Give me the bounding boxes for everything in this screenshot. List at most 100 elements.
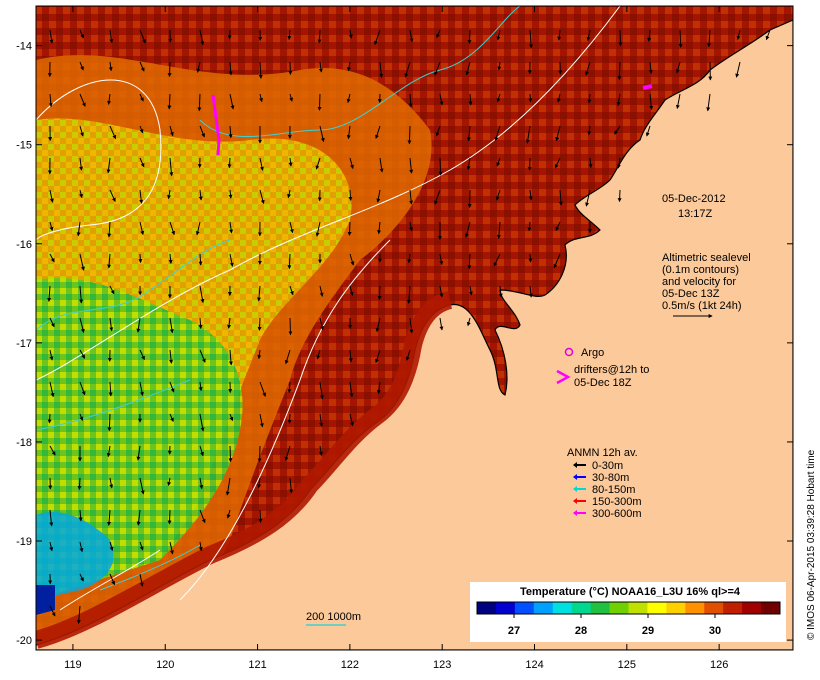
velocity-arrow <box>169 381 175 393</box>
velocity-arrow <box>199 285 205 304</box>
velocity-arrow <box>678 29 683 48</box>
anmn-arrowhead-icon <box>573 510 577 516</box>
velocity-arrow <box>227 157 232 169</box>
velocity-arrow <box>586 29 591 42</box>
colorbar-swatch <box>590 602 611 614</box>
velocity-arrow <box>257 317 262 331</box>
velocity-arrow <box>616 157 621 169</box>
velocity-arrow <box>317 29 322 44</box>
velocity-arrow <box>229 253 234 267</box>
anmn-arrowhead-icon <box>573 474 577 480</box>
velocity-arrow <box>107 221 112 238</box>
velocity-arrow <box>319 285 324 297</box>
velocity-arrow <box>497 61 502 71</box>
velocity-arrow <box>287 29 292 41</box>
velocity-arrow <box>79 541 84 553</box>
sst-cool-patch <box>36 511 114 600</box>
sst-green-band <box>36 278 243 600</box>
colorbar-swatch <box>628 602 648 614</box>
altimetry-legend: Altimetric sealevel (0.1m contours) and … <box>662 252 751 318</box>
velocity-arrow <box>465 61 471 76</box>
velocity-arrow <box>409 317 414 334</box>
velocity-arrow <box>284 349 291 365</box>
lon-tick-label: 122 <box>341 659 359 671</box>
velocity-arrow <box>525 125 531 144</box>
velocity-arrow <box>707 29 712 48</box>
velocity-arrow <box>468 285 473 296</box>
velocity-arrow <box>79 381 86 396</box>
velocity-arrow <box>434 61 441 76</box>
velocity-arrow <box>406 285 411 304</box>
lon-tick-label: 126 <box>710 659 728 671</box>
velocity-arrow <box>49 253 55 263</box>
velocity-arrow <box>289 93 294 102</box>
velocity-arrow <box>555 125 561 142</box>
velocity-arrow <box>79 253 85 271</box>
velocity-arrow <box>109 29 114 44</box>
velocity-arrow <box>556 93 561 103</box>
velocity-arrow <box>79 573 84 582</box>
velocity-arrow <box>557 29 562 41</box>
velocity-arrow <box>49 509 54 527</box>
velocity-arrow <box>49 317 55 328</box>
velocity-arrow <box>139 477 145 495</box>
drifters-line-2: 05-Dec 18Z <box>574 377 632 389</box>
lat-tick-label: -15 <box>16 140 32 152</box>
velocity-arrow <box>109 317 114 332</box>
velocity-arrow <box>108 61 113 72</box>
velocity-arrow <box>47 285 52 303</box>
altimetry-line-4: 05-Dec 13Z <box>662 288 720 300</box>
plot-border <box>35 5 794 651</box>
velocity-arrow <box>765 29 771 41</box>
velocity-arrow <box>257 477 262 489</box>
velocity-arrow <box>107 413 112 432</box>
velocity-arrow <box>349 157 354 170</box>
lat-tick-label: -16 <box>16 239 32 251</box>
velocity-arrow <box>198 253 203 266</box>
sealevel-contours <box>36 6 621 611</box>
depth-scale: 200 1000m <box>306 611 361 626</box>
velocity-arrow <box>49 605 56 617</box>
temperature-colorbar: Temperature (°C) NOAA16_L3U 16% ql>=4 27… <box>470 582 786 642</box>
velocity-arrow <box>379 61 384 79</box>
velocity-arrow <box>228 125 233 139</box>
colorbar-title: Temperature (°C) NOAA16_L3U 16% ql>=4 <box>520 586 741 598</box>
velocity-arrow <box>318 61 323 73</box>
velocity-arrow <box>346 125 351 140</box>
velocity-arrow <box>228 61 233 76</box>
colorbar-tick-label: 29 <box>642 625 654 637</box>
colorbar-frame <box>476 601 781 615</box>
velocity-arrow <box>349 253 355 266</box>
lat-tick-label: -14 <box>16 41 32 53</box>
velocity-arrow <box>527 221 532 232</box>
velocity-arrow <box>167 189 172 200</box>
velocity-arrow <box>529 29 534 49</box>
velocity-arrow <box>199 509 206 524</box>
argo-label: Argo <box>581 347 604 359</box>
velocity-arrow <box>287 189 292 199</box>
velocity-arrow <box>496 93 501 103</box>
velocity-arrow <box>409 157 414 174</box>
velocity-arrow <box>528 93 533 103</box>
velocity-arrow <box>315 221 321 237</box>
velocity-arrow <box>167 509 172 525</box>
velocity-arrow <box>109 477 114 489</box>
velocity-arrow <box>199 477 204 490</box>
velocity-arrow <box>169 221 176 236</box>
velocity-arrow <box>259 189 265 205</box>
velocity-arrow <box>138 253 143 264</box>
colorbar-swatch <box>761 602 781 614</box>
velocity-arrow <box>198 381 203 392</box>
velocity-arrow <box>229 413 234 422</box>
colorbar-swatch <box>552 602 573 614</box>
velocity-arrow <box>228 189 233 199</box>
anmn-title: ANMN 12h av. <box>567 447 638 459</box>
velocity-arrow <box>259 93 263 103</box>
velocity-arrow <box>317 93 322 111</box>
velocity-arrow <box>404 61 411 78</box>
velocity-arrow <box>528 253 533 263</box>
velocity-arrow <box>228 349 233 366</box>
velocity-arrow <box>496 157 501 167</box>
velocity-arrow <box>225 477 231 496</box>
velocity-arrow <box>588 157 593 169</box>
